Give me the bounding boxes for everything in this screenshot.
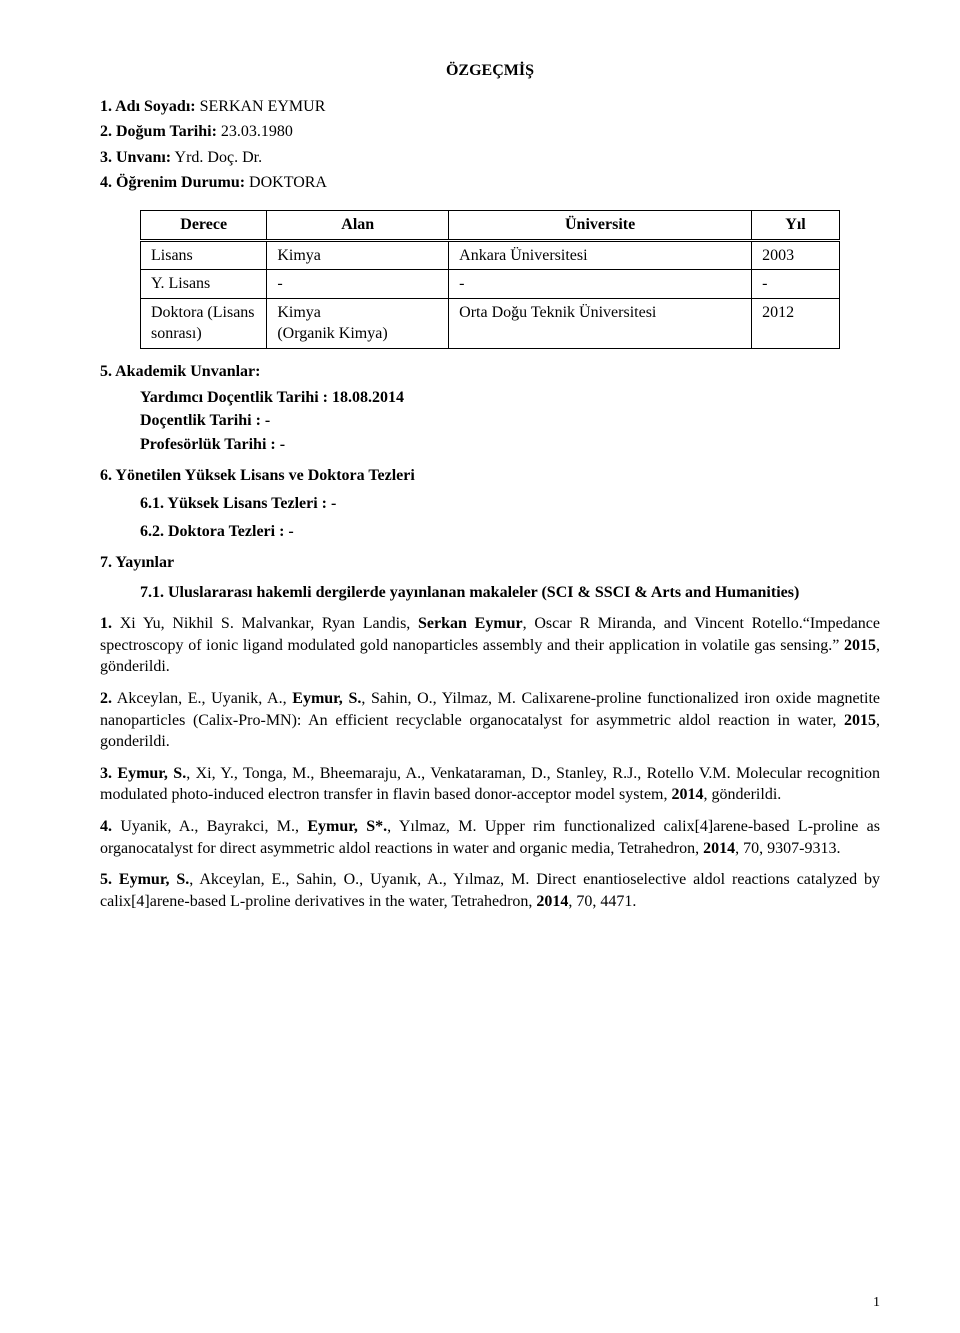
table-row: Lisans Kimya Ankara Üniversitesi 2003: [141, 240, 840, 270]
field-label: 2. Doğum Tarihi:: [100, 123, 217, 140]
td: 2003: [752, 240, 840, 270]
section-7-head: 7. Yayınlar: [100, 552, 880, 574]
pub-text: [112, 871, 119, 888]
pub-text: Xi Yu, Nikhil S. Malvankar, Ryan Landis,: [112, 615, 418, 632]
education-table: Derece Alan Üniversite Yıl Lisans Kimya …: [140, 210, 840, 349]
table-row: Doktora (Lisans sonrası) Kimya (Organik …: [141, 298, 840, 348]
pub-text: , 70, 9307-9313.: [735, 840, 840, 857]
pub-year: 2015: [844, 712, 876, 729]
pub-text: , Akceylan, E., Sahin, O., Uyanık, A., Y…: [100, 871, 880, 910]
pub-text: , gönderildi.: [704, 786, 782, 803]
td: Doktora (Lisans sonrası): [141, 298, 267, 348]
field-value: DOKTORA: [245, 174, 327, 191]
pub-num: 2.: [100, 690, 112, 707]
field-birthdate: 2. Doğum Tarihi: 23.03.1980: [100, 121, 880, 143]
pub-text: Uyanik, A., Bayrakci, M.,: [112, 818, 307, 835]
publication-2: 2. Akceylan, E., Uyanik, A., Eymur, S., …: [100, 688, 880, 753]
field-name: 1. Adı Soyadı: SERKAN EYMUR: [100, 96, 880, 118]
pub-year: 2014: [703, 840, 735, 857]
pub-author-bold: Eymur, S.: [292, 690, 361, 707]
td: Y. Lisans: [141, 270, 267, 299]
td: -: [449, 270, 752, 299]
table-header-row: Derece Alan Üniversite Yıl: [141, 210, 840, 240]
th-university: Üniversite: [449, 210, 752, 240]
pub-num: 1.: [100, 615, 112, 632]
field-title: 3. Unvanı: Yrd. Doç. Dr.: [100, 147, 880, 169]
section-7-1-head: 7.1. Uluslararası hakemli dergilerde yay…: [140, 582, 880, 604]
pub-author-bold: Eymur, S.: [119, 871, 189, 888]
publication-4: 4. Uyanik, A., Bayrakci, M., Eymur, S*.,…: [100, 816, 880, 859]
field-label: 4. Öğrenim Durumu:: [100, 174, 245, 191]
pub-author-bold: Eymur, S.: [117, 765, 186, 782]
th-degree: Derece: [141, 210, 267, 240]
section-6-2: 6.2. Doktora Tezleri : -: [140, 521, 880, 543]
page-number: 1: [873, 1294, 880, 1313]
field-value: 23.03.1980: [217, 123, 293, 140]
section-5-head: 5. Akademik Unvanlar:: [100, 361, 880, 383]
td: 2012: [752, 298, 840, 348]
td: Kimya (Organik Kimya): [267, 298, 449, 348]
publication-1: 1. Xi Yu, Nikhil S. Malvankar, Ryan Land…: [100, 613, 880, 678]
td: -: [267, 270, 449, 299]
pub-author-bold: Eymur, S*.: [307, 818, 387, 835]
pub-num: 3.: [100, 765, 112, 782]
pub-author-bold: Serkan Eymur: [418, 615, 523, 632]
publication-5: 5. Eymur, S., Akceylan, E., Sahin, O., U…: [100, 869, 880, 912]
pub-text: , 70, 4471.: [568, 893, 636, 910]
pub-num: 4.: [100, 818, 112, 835]
pub-year: 2014: [672, 786, 704, 803]
pub-year: 2014: [536, 893, 568, 910]
section-6-1: 6.1. Yüksek Lisans Tezleri : -: [140, 493, 880, 515]
td: Orta Doğu Teknik Üniversitesi: [449, 298, 752, 348]
field-value: SERKAN EYMUR: [196, 98, 326, 115]
field-label: 3. Unvanı:: [100, 149, 171, 166]
field-education-status: 4. Öğrenim Durumu: DOKTORA: [100, 172, 880, 194]
line: Doçentlik Tarihi : -: [140, 410, 880, 432]
table-row: Y. Lisans - - -: [141, 270, 840, 299]
th-year: Yıl: [752, 210, 840, 240]
section-6-head: 6. Yönetilen Yüksek Lisans ve Doktora Te…: [100, 465, 880, 487]
line: Profesörlük Tarihi : -: [140, 434, 880, 456]
field-label: 1. Adı Soyadı:: [100, 98, 196, 115]
document-title: ÖZGEÇMİŞ: [100, 60, 880, 82]
line: Yardımcı Doçentlik Tarihi : 18.08.2014: [140, 387, 880, 409]
td: -: [752, 270, 840, 299]
pub-num: 5.: [100, 871, 112, 888]
field-value: Yrd. Doç. Dr.: [171, 149, 262, 166]
pub-year: 2015: [844, 637, 876, 654]
td: Kimya: [267, 240, 449, 270]
td: Ankara Üniversitesi: [449, 240, 752, 270]
publication-3: 3. Eymur, S., Xi, Y., Tonga, M., Bheemar…: [100, 763, 880, 806]
td: Lisans: [141, 240, 267, 270]
th-field: Alan: [267, 210, 449, 240]
pub-text: Akceylan, E., Uyanik, A.,: [112, 690, 292, 707]
section-5-lines: Yardımcı Doçentlik Tarihi : 18.08.2014 D…: [140, 387, 880, 456]
